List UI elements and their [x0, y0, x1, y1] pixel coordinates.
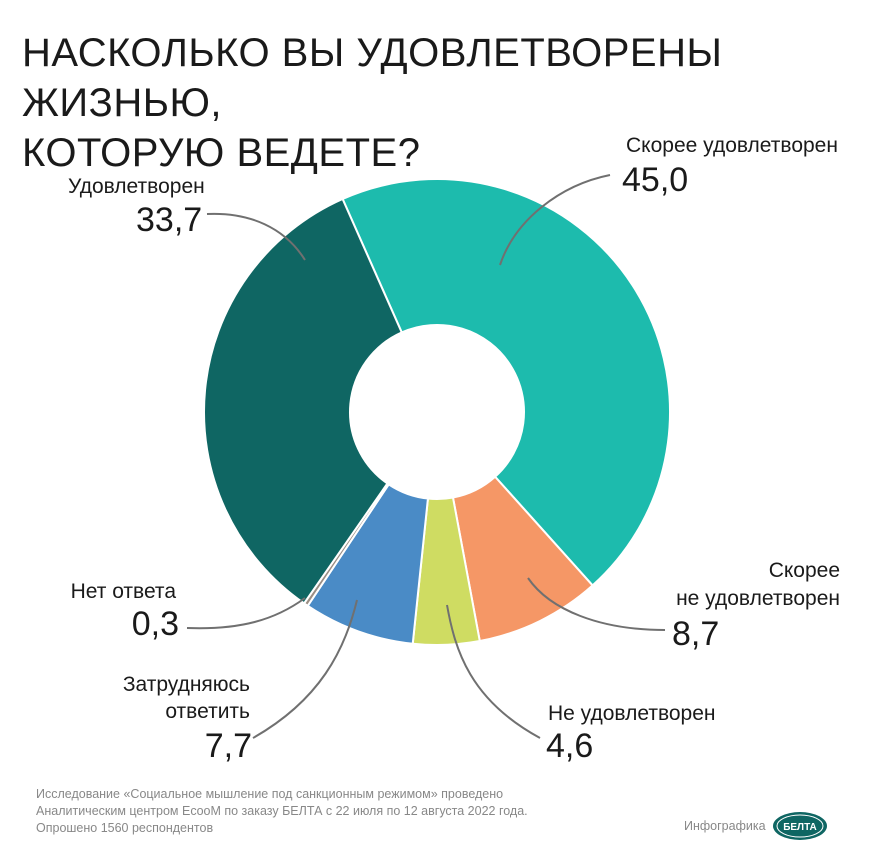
chart-title: НАСКОЛЬКО ВЫ УДОВЛЕТВОРЕНЫ ЖИЗНЬЮ, КОТОР…	[22, 28, 870, 178]
label-satisfied: Удовлетворен	[68, 175, 205, 198]
value-hard-to-say: 7,7	[204, 727, 252, 765]
label-hard-to-say-2: ответить	[165, 700, 250, 723]
slice-somewhat-satisfied	[341, 178, 671, 587]
leader-line-somewhat-satisfied	[499, 174, 611, 266]
value-satisfied: 33,7	[136, 201, 203, 239]
label-somewhat-satisfied: Скорее удовлетворен	[626, 134, 838, 157]
leader-line-unsatisfied	[446, 604, 541, 739]
value-somewhat-unsatisfied: 8,7	[672, 615, 720, 653]
footnote: Исследование «Социальное мышление под са…	[36, 786, 528, 837]
credit-text: Инфографика	[684, 819, 766, 833]
label-unsatisfied: Не удовлетворен	[548, 702, 716, 725]
label-no-answer: Нет ответа	[70, 580, 176, 603]
title-line: КОТОРУЮ ВЕДЕТЕ?	[22, 131, 421, 175]
footnote-line: Опрошено 1560 респондентов	[36, 821, 214, 835]
title-line: НАСКОЛЬКО ВЫ УДОВЛЕТВОРЕНЫ ЖИЗНЬЮ,	[22, 31, 723, 125]
label-somewhat-unsatisfied-2: не удовлетворен	[676, 587, 840, 610]
footnote-line: Аналитическим центром EcooM по заказу БЕ…	[36, 804, 528, 818]
leader-line-no-answer	[186, 597, 306, 630]
label-hard-to-say-1: Затрудняюсь	[122, 673, 250, 696]
leader-line-hard-to-say	[252, 599, 358, 739]
leader-line-satisfied	[206, 212, 306, 261]
label-somewhat-unsatisfied-1: Скорее	[768, 559, 840, 582]
leader-line-somewhat-unsatisfied	[527, 577, 666, 631]
value-somewhat-satisfied: 45,0	[622, 161, 689, 199]
value-unsatisfied: 4,6	[546, 727, 594, 765]
footnote-line: Исследование «Социальное мышление под са…	[36, 787, 504, 801]
value-no-answer: 0,3	[131, 605, 179, 643]
